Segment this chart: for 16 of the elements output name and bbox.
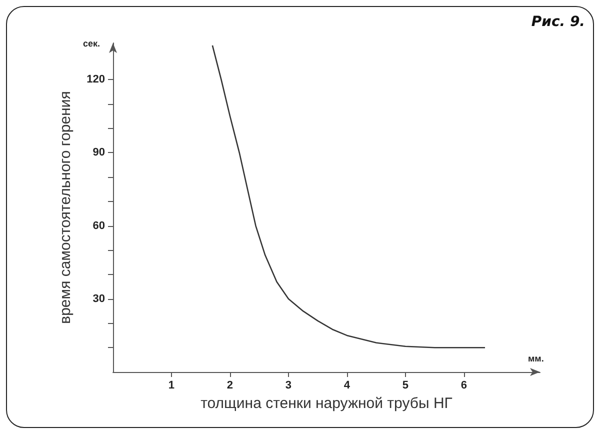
x-tick-label: 3 xyxy=(285,380,292,392)
annotation: мм. xyxy=(528,354,544,364)
chart-title: Рис. 9. xyxy=(531,14,586,30)
text: сек. xyxy=(83,38,100,48)
x-tick-label: 4 xyxy=(344,380,351,392)
y-tick-label: 30 xyxy=(92,292,105,305)
x-tick-label: 1 xyxy=(168,380,175,392)
x-tick-label: 2 xyxy=(226,380,234,392)
line-series xyxy=(212,44,486,348)
x-axis-title: толщина стенки наружной трубы НГ xyxy=(200,395,452,412)
x-tick-label: 6 xyxy=(460,380,468,392)
y-tick-label: 60 xyxy=(92,220,105,232)
y-tick-label: 120 xyxy=(86,74,105,86)
x-tick-label: 5 xyxy=(402,380,409,392)
y-axis-title: время самостоятельного горения xyxy=(57,91,74,324)
y-tick-label: 90 xyxy=(92,146,105,159)
